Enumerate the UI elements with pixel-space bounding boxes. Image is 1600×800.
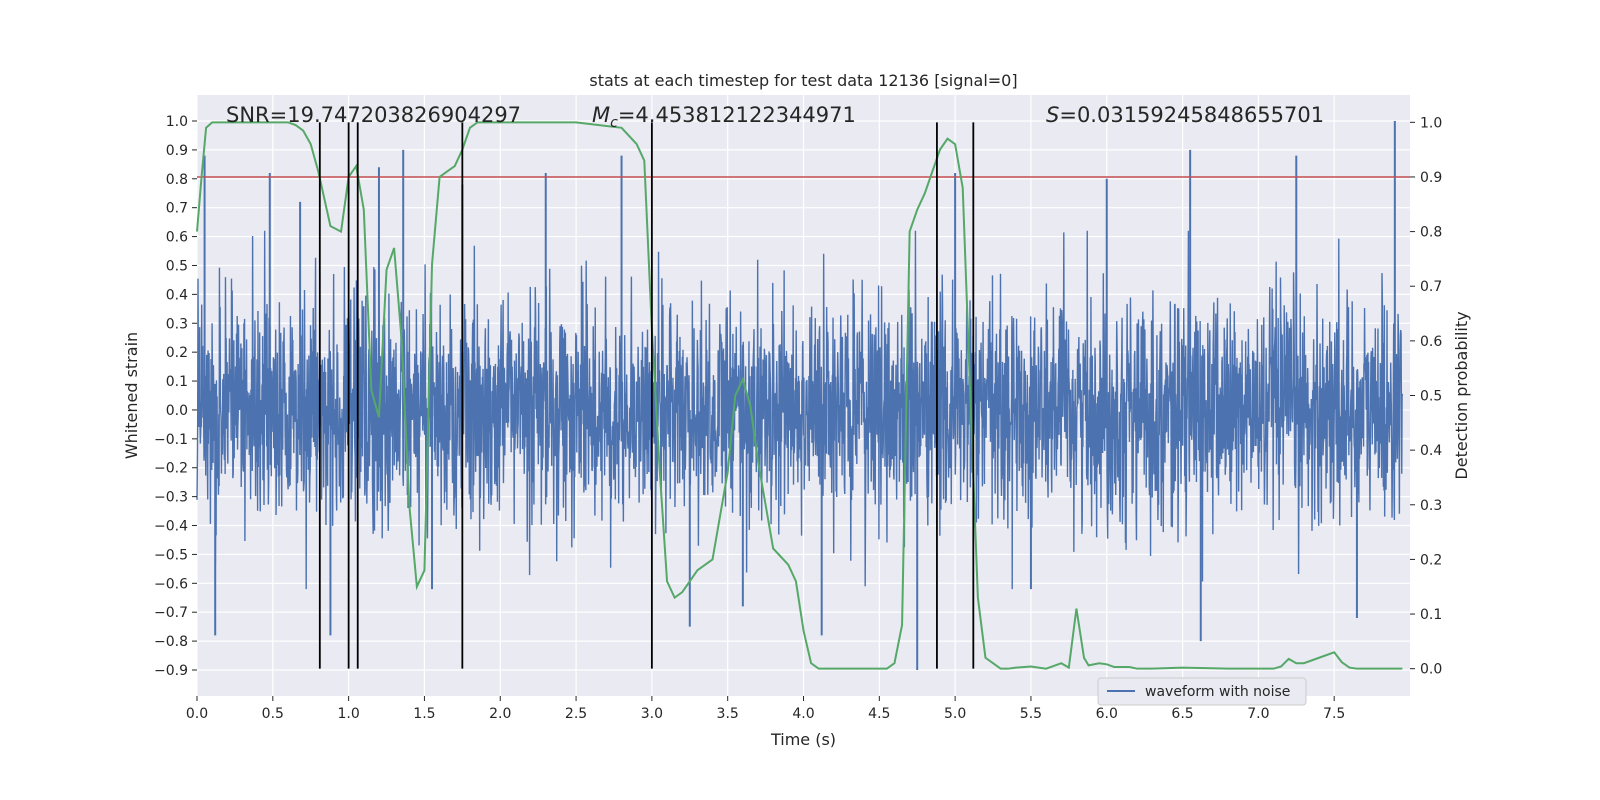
mc-value: =4.453812122344971 — [618, 103, 856, 127]
y-left-tick-label: 0.0 — [166, 403, 188, 419]
s-annotation: S=0.03159245848655701 — [1046, 103, 1324, 127]
y-axis-left-label: Whitened strain — [122, 332, 141, 459]
y-right-tick-label: 0.2 — [1420, 552, 1442, 568]
x-tick-label: 2.5 — [565, 706, 587, 722]
mc-subscript: c — [610, 115, 618, 131]
y-right-tick-label: 0.7 — [1420, 279, 1442, 295]
x-tick-label: 0.5 — [262, 706, 284, 722]
mc-symbol: M — [592, 103, 610, 127]
snr-annotation: SNR=19.747203826904297 — [226, 103, 521, 127]
x-tick-label: 7.0 — [1247, 706, 1269, 722]
y-left-tick-label: 0.5 — [166, 258, 188, 274]
x-tick-label: 1.5 — [413, 706, 435, 722]
s-value: =0.03159245848655701 — [1059, 103, 1324, 127]
y-left-tick-label: −0.5 — [154, 547, 188, 563]
x-tick-label: 6.0 — [1096, 706, 1118, 722]
y-left-tick-label: 0.7 — [166, 201, 188, 217]
y-left-tick-label: 0.9 — [166, 143, 188, 159]
y-right-tick-label: 1.0 — [1420, 115, 1442, 131]
x-tick-label: 4.5 — [868, 706, 890, 722]
y-left-tick-label: 0.8 — [166, 172, 188, 188]
x-ticks: 0.0 0.5 1.0 1.5 2.0 2.5 3.0 3.5 4.0 4.5 5.0 5.5 6.0 6… — [186, 696, 1345, 722]
probability-line — [196, 121, 1403, 670]
y-left-tick-label: −0.1 — [154, 432, 188, 448]
legend-box — [1097, 677, 1307, 706]
y-right-tick-label: 0.3 — [1420, 498, 1442, 514]
y-right-tick-label: 0.8 — [1420, 225, 1442, 241]
y-right-tick-label: 0.5 — [1420, 389, 1442, 405]
y-left-tick-label: 0.1 — [166, 374, 188, 390]
y-left-tick-label: −0.2 — [154, 461, 188, 477]
y-left-tick-label: −0.4 — [154, 519, 188, 535]
legend-label: waveform with noise — [1145, 684, 1290, 700]
y-left-tick-label: 0.6 — [166, 230, 188, 246]
y-right-tick-label: 0.4 — [1420, 443, 1442, 459]
x-tick-label: 5.5 — [1020, 706, 1042, 722]
x-tick-label: 1.0 — [337, 706, 359, 722]
y-ticks-right: 1.0 0.9 0.8 0.7 0.6 0.5 0.4 0.3 0.2 0.1 0.0 — [1410, 115, 1442, 678]
y-right-tick-label: 0.9 — [1420, 170, 1442, 186]
y-left-tick-label: −0.8 — [154, 634, 188, 650]
x-tick-label: 2.0 — [489, 706, 511, 722]
x-tick-label: 0.0 — [186, 706, 208, 722]
y-right-tick-label: 0.0 — [1420, 662, 1442, 678]
chart-title: stats at each timestep for test data 121… — [589, 71, 1017, 90]
x-axis-label: Time (s) — [770, 730, 836, 749]
s-symbol: S — [1046, 103, 1059, 127]
event-vertical-lines — [318, 122, 975, 669]
x-tick-label: 4.0 — [792, 706, 814, 722]
x-tick-label: 3.5 — [717, 706, 739, 722]
probability-series — [196, 121, 1403, 670]
y-left-tick-label: 0.4 — [166, 287, 188, 303]
y-right-tick-label: 0.6 — [1420, 334, 1442, 350]
y-left-tick-label: 1.0 — [166, 114, 188, 130]
y-ticks-left: 1.0 0.9 0.8 0.7 0.6 0.5 0.4 0.3 0.2 0.1 0.0 −0.1 −0.… — [154, 114, 197, 679]
y-left-tick-label: 0.3 — [166, 316, 188, 332]
legend: waveform with noise — [1097, 677, 1307, 706]
y-axis-right-label: Detection probability — [1452, 311, 1471, 479]
x-tick-label: 7.5 — [1323, 706, 1345, 722]
y-left-tick-label: −0.6 — [154, 576, 188, 592]
x-tick-label: 3.0 — [641, 706, 663, 722]
y-left-tick-label: −0.3 — [154, 490, 188, 506]
y-left-tick-label: 0.2 — [166, 345, 188, 361]
strain-series — [196, 121, 1404, 670]
chirp-mass-annotation: Mc=4.453812122344971 — [592, 103, 856, 131]
x-tick-label: 6.5 — [1171, 706, 1193, 722]
y-left-tick-label: −0.7 — [154, 605, 188, 621]
y-left-tick-label: −0.9 — [154, 663, 188, 679]
x-tick-label: 5.0 — [944, 706, 966, 722]
y-right-tick-label: 0.1 — [1420, 607, 1442, 623]
